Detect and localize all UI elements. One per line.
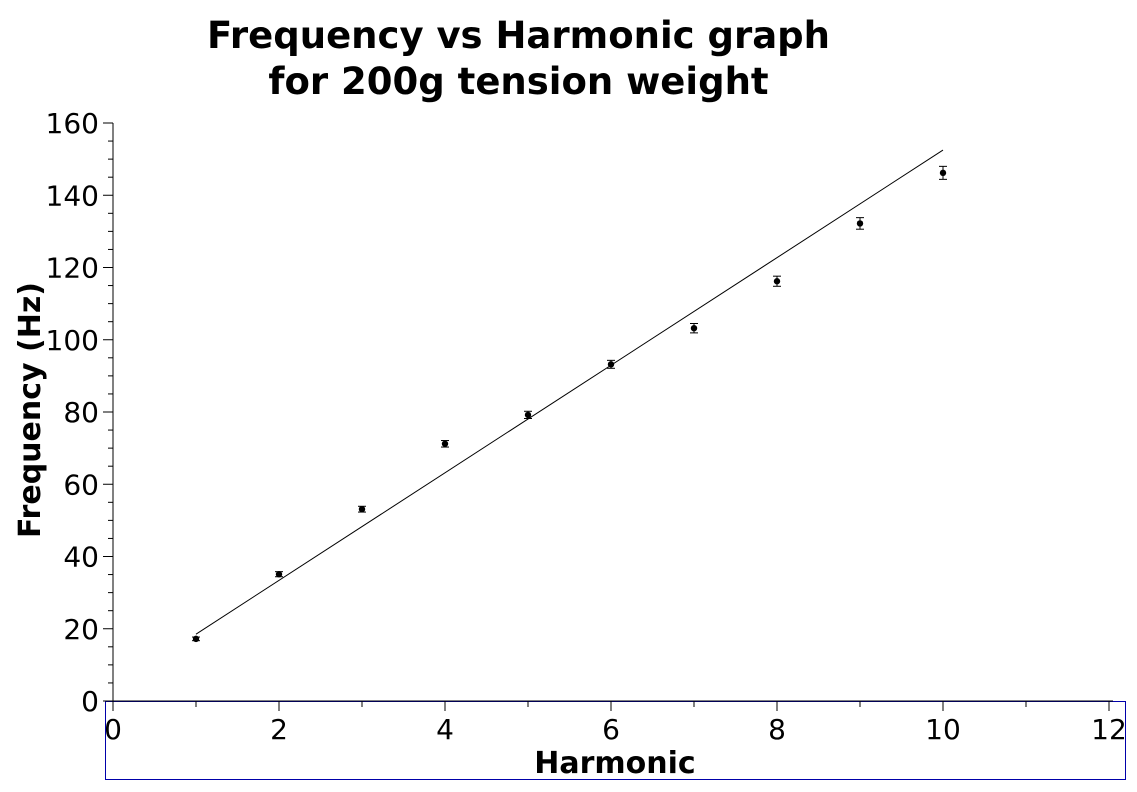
x-tick-label: 2 [270, 713, 288, 746]
y-tick-label: 100 [46, 324, 99, 357]
y-tick-label: 120 [46, 252, 99, 285]
y-tick-label: 0 [81, 685, 99, 718]
x-axis-label: Harmonic [534, 746, 695, 781]
x-tick-label: 6 [602, 713, 620, 746]
x-tick-label: 8 [768, 713, 786, 746]
y-tick-label: 60 [63, 468, 99, 501]
chart-subtitle: for 200g tension weight [268, 60, 769, 103]
data-point [690, 324, 698, 332]
x-tick-label: 10 [925, 713, 961, 746]
data-point [856, 220, 864, 227]
data-point [607, 361, 615, 368]
y-tick-label: 20 [63, 613, 99, 646]
y-tick-label: 40 [63, 541, 99, 574]
y-tick-label: 140 [46, 179, 99, 212]
trend-line [195, 149, 944, 635]
data-point [773, 278, 781, 285]
x-tick-label: 4 [436, 713, 454, 746]
x-tick-label: 12 [1091, 713, 1127, 746]
data-point [275, 571, 283, 578]
data-point [524, 411, 532, 419]
y-tick-label: 80 [63, 396, 99, 429]
data-point [192, 635, 200, 643]
data-point [441, 440, 449, 447]
data-point [939, 169, 947, 177]
y-axis-label: Frequency (Hz) [13, 282, 48, 538]
data-point [358, 505, 366, 513]
x-tick-label: 0 [104, 713, 122, 746]
y-tick-label: 160 [46, 107, 99, 140]
chart-title: Frequency vs Harmonic graph [207, 14, 830, 57]
